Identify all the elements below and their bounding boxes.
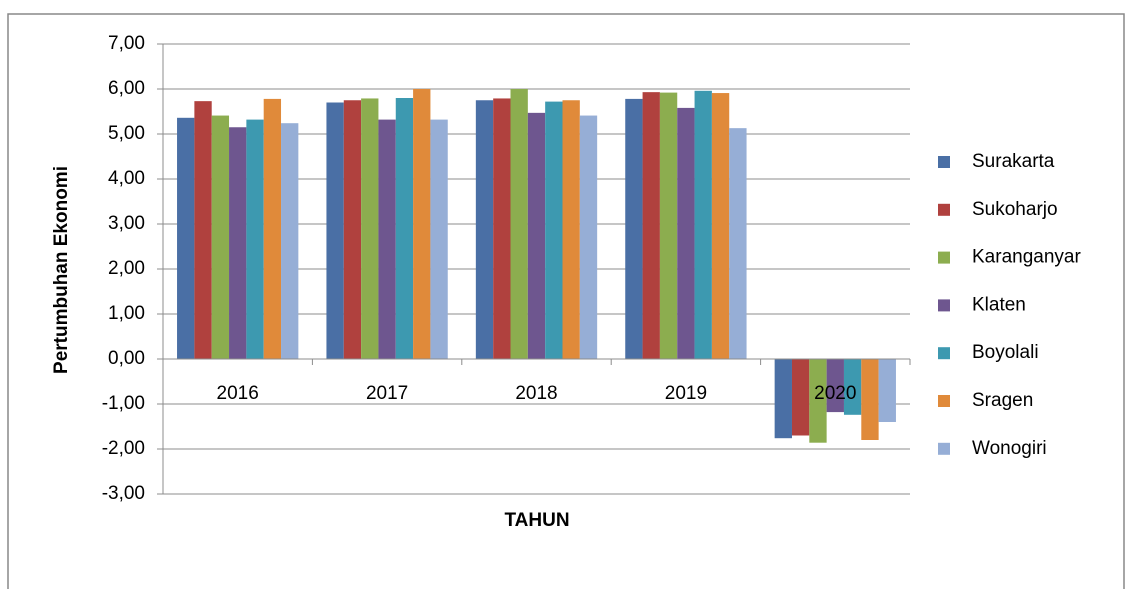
legend-swatch xyxy=(938,347,950,360)
bar xyxy=(326,102,344,359)
x-tick-label: 2016 xyxy=(217,383,259,404)
bar xyxy=(263,98,282,360)
x-tick-label: 2020 xyxy=(814,383,856,404)
bar xyxy=(562,100,580,359)
bar xyxy=(395,98,414,359)
y-tick-label: 4,00 xyxy=(108,168,145,189)
bar xyxy=(579,115,598,359)
bar xyxy=(527,112,546,359)
bar xyxy=(229,127,247,359)
legend-swatch xyxy=(938,299,950,312)
y-tick-label: 0,00 xyxy=(108,348,145,369)
bar xyxy=(625,98,643,360)
x-tick-label: 2019 xyxy=(665,383,707,404)
bar xyxy=(194,101,212,360)
bar xyxy=(642,92,660,360)
y-tick-label: 2,00 xyxy=(108,258,145,279)
bar xyxy=(430,119,448,359)
bar xyxy=(878,359,896,422)
bar xyxy=(774,359,792,439)
y-tick-label: 5,00 xyxy=(108,123,145,144)
legend-label: Surakarta xyxy=(972,151,1055,172)
legend-label: Sragen xyxy=(972,390,1033,411)
bar xyxy=(861,359,879,440)
legend-label: Klaten xyxy=(972,294,1026,315)
bar xyxy=(711,93,730,360)
bar xyxy=(378,119,396,359)
bar xyxy=(510,89,528,359)
bar xyxy=(475,100,494,359)
legend-label: Karanganyar xyxy=(972,247,1081,268)
x-axis-title: TAHUN xyxy=(504,510,569,531)
bar xyxy=(361,98,379,359)
bar xyxy=(343,100,362,359)
bar xyxy=(211,115,230,359)
bar xyxy=(694,90,712,360)
y-axis-title: Pertumbuhan Ekonomi xyxy=(51,166,72,374)
y-tick-label: 1,00 xyxy=(108,303,145,324)
legend-label: Wonogiri xyxy=(972,438,1047,459)
legend-swatch xyxy=(938,156,950,168)
legend-swatch xyxy=(938,251,950,264)
x-tick-label: 2018 xyxy=(515,383,557,404)
y-tick-label: -1,00 xyxy=(102,393,145,414)
y-tick-label: -2,00 xyxy=(102,438,145,459)
x-tick-label: 2017 xyxy=(366,383,408,404)
bar xyxy=(791,359,810,436)
bar xyxy=(809,359,827,443)
legend-label: Sukoharjo xyxy=(972,199,1058,220)
y-tick-label: 6,00 xyxy=(108,78,145,99)
bar xyxy=(493,98,511,359)
bar xyxy=(659,92,678,359)
bar xyxy=(281,123,299,359)
bar xyxy=(177,117,195,359)
bar xyxy=(677,107,695,360)
bar xyxy=(545,101,563,359)
bar xyxy=(826,359,844,413)
bar xyxy=(413,89,431,359)
legend-swatch xyxy=(938,395,950,407)
y-tick-label: 3,00 xyxy=(108,213,145,234)
legend-swatch xyxy=(938,203,950,216)
bar xyxy=(729,128,747,359)
legend-swatch xyxy=(938,442,950,455)
y-tick-label: 7,00 xyxy=(108,33,145,54)
bar xyxy=(843,359,862,415)
y-tick-label: -3,00 xyxy=(102,483,145,504)
legend-label: Boyolali xyxy=(972,342,1039,363)
bar xyxy=(246,119,264,359)
